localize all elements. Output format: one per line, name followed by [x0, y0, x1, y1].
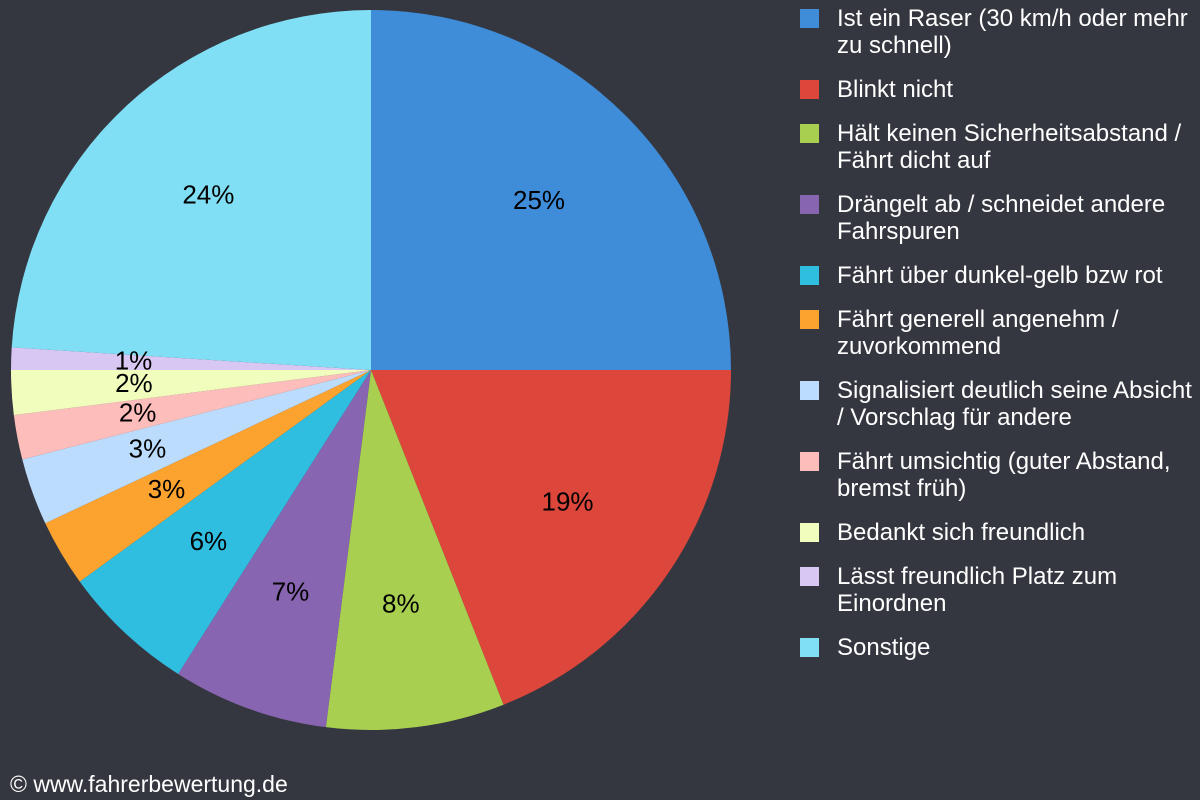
pie-slice — [22, 370, 372, 524]
legend-swatch — [800, 266, 819, 285]
slice-label: 3% — [129, 433, 167, 463]
pie-slice — [13, 370, 371, 460]
legend-label: Hält keinen Sicherheitsabstand / Fährt d… — [837, 120, 1182, 174]
legend-label: Signalisiert deutlich seine Absicht / Vo… — [837, 377, 1192, 431]
legend-swatch — [800, 80, 819, 99]
pie-chart: 25%19%8%7%6%3%3%2%2%1%24% — [11, 10, 731, 730]
pie-slice — [178, 370, 371, 728]
legend-item: Fährt generell angenehm / zuvorkommend — [800, 306, 1200, 360]
slice-label: 2% — [115, 368, 153, 398]
pie-slice — [45, 370, 371, 582]
slice-label: 25% — [513, 185, 565, 215]
slice-label: 24% — [182, 180, 234, 210]
slice-label: 1% — [115, 345, 153, 375]
legend-item: Fährt umsichtig (guter Abstand, bremst f… — [800, 448, 1200, 502]
slice-label: 2% — [119, 397, 157, 427]
legend-label: Drängelt ab / schneidet andere Fahrspure… — [837, 191, 1166, 245]
legend-label: Ist ein Raser (30 km/h oder mehr zu schn… — [837, 5, 1188, 59]
legend-swatch — [800, 310, 819, 329]
legend-item: Blinkt nicht — [800, 76, 1200, 103]
legend-label: Fährt umsichtig (guter Abstand, bremst f… — [837, 448, 1171, 502]
legend-item: Bedankt sich freundlich — [800, 519, 1200, 546]
legend-swatch — [800, 567, 819, 586]
legend-swatch — [800, 124, 819, 143]
legend-label: Blinkt nicht — [837, 76, 954, 103]
slice-label: 8% — [382, 589, 420, 619]
legend-swatch — [800, 195, 819, 214]
legend-item: Sonstige — [800, 634, 1200, 661]
slice-label: 7% — [272, 576, 310, 606]
pie-slice — [11, 10, 371, 370]
slice-label: 19% — [541, 486, 593, 516]
pie-slice — [325, 370, 504, 730]
legend-item: Hält keinen Sicherheitsabstand / Fährt d… — [800, 120, 1200, 174]
pie-slice — [371, 370, 731, 705]
legend-item: Fährt über dunkel-gelb bzw rot — [800, 262, 1200, 289]
legend-swatch — [800, 381, 819, 400]
legend-swatch — [800, 638, 819, 657]
legend-item: Drängelt ab / schneidet andere Fahrspure… — [800, 191, 1200, 245]
legend-item: Lässt freundlich Platz zum Einordnen — [800, 563, 1200, 617]
legend-label: Bedankt sich freundlich — [837, 519, 1086, 546]
legend-label: Sonstige — [837, 634, 931, 661]
pie-slice — [11, 347, 371, 370]
legend-swatch — [800, 523, 819, 542]
legend-label: Fährt über dunkel-gelb bzw rot — [837, 262, 1163, 289]
credit-text: © www.fahrerbewertung.de — [10, 771, 288, 797]
slice-label: 3% — [148, 474, 186, 504]
legend-item: Ist ein Raser (30 km/h oder mehr zu schn… — [800, 5, 1200, 59]
legend-swatch — [800, 452, 819, 471]
slice-label: 6% — [190, 526, 228, 556]
legend-label: Lässt freundlich Platz zum Einordnen — [837, 563, 1118, 617]
legend: Ist ein Raser (30 km/h oder mehr zu schn… — [800, 5, 1200, 678]
pie-slice — [11, 370, 371, 416]
legend-swatch — [800, 9, 819, 28]
legend-item: Signalisiert deutlich seine Absicht / Vo… — [800, 377, 1200, 431]
pie-slice — [79, 370, 372, 674]
pie-slice — [371, 10, 731, 370]
legend-label: Fährt generell angenehm / zuvorkommend — [837, 306, 1119, 360]
